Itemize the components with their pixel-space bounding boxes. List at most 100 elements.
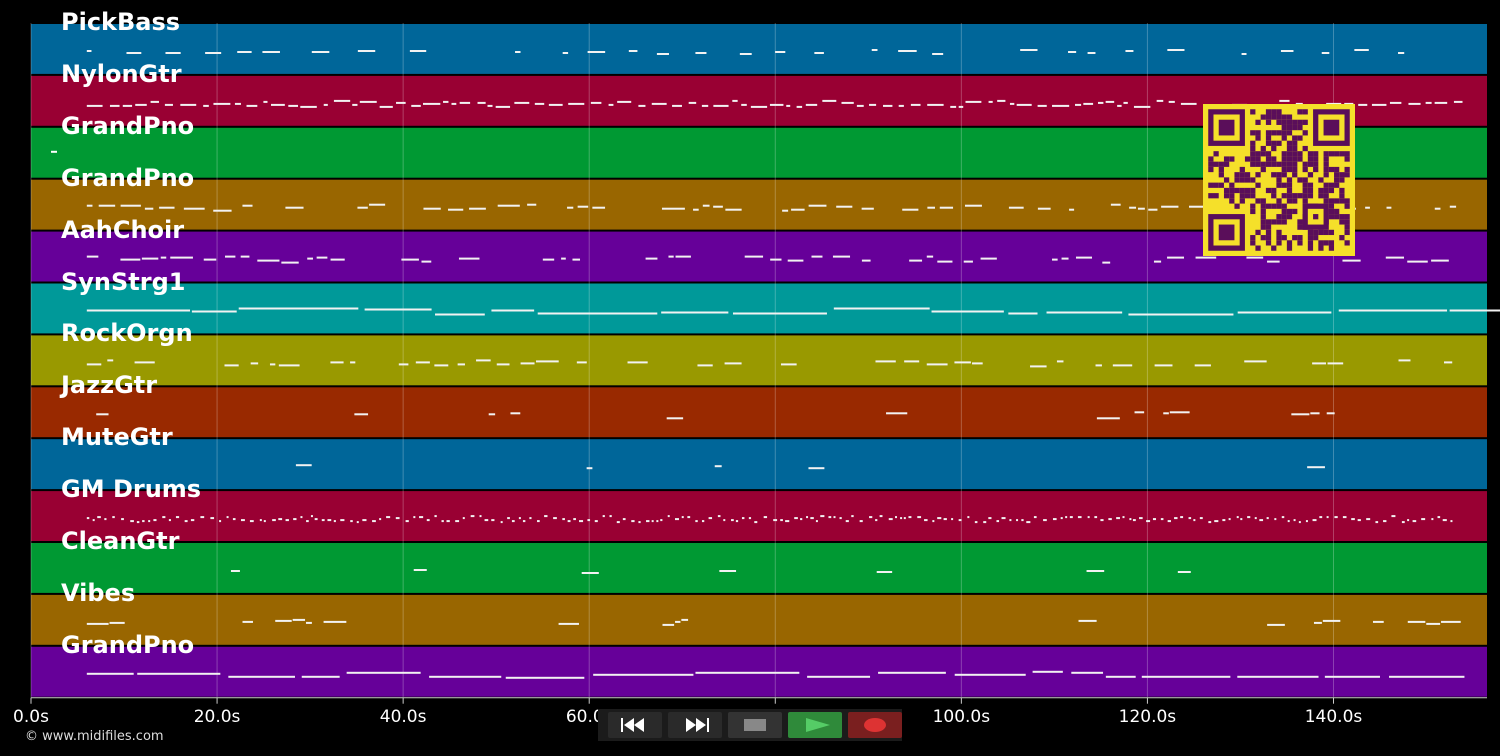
note — [372, 520, 376, 523]
note — [150, 100, 159, 103]
note — [459, 101, 471, 104]
note — [724, 362, 742, 365]
note — [364, 308, 432, 311]
note — [786, 104, 791, 107]
note — [278, 364, 300, 367]
note — [120, 258, 141, 261]
note — [333, 99, 351, 102]
note — [1281, 516, 1285, 519]
note — [1358, 103, 1368, 106]
note — [1228, 518, 1231, 521]
note — [305, 621, 312, 624]
play-button[interactable] — [788, 712, 842, 738]
note — [594, 520, 598, 523]
note — [845, 520, 849, 523]
note — [841, 101, 854, 104]
note — [904, 360, 920, 363]
note — [879, 515, 883, 518]
record-icon — [864, 718, 886, 732]
note — [491, 309, 535, 312]
note — [1102, 261, 1111, 264]
note — [1105, 675, 1136, 678]
tick-label: 100.0s — [932, 707, 991, 727]
note — [1267, 623, 1285, 626]
note — [1189, 205, 1204, 208]
note — [183, 207, 205, 210]
note — [1441, 620, 1461, 623]
note — [787, 259, 804, 262]
note — [511, 520, 515, 523]
note — [954, 361, 971, 364]
track-band — [31, 335, 1487, 386]
note — [1222, 519, 1226, 522]
note — [609, 515, 612, 518]
note — [395, 517, 400, 520]
note — [281, 261, 299, 264]
note — [617, 100, 632, 103]
note — [288, 104, 299, 107]
note — [300, 516, 303, 519]
note — [121, 518, 124, 521]
note — [1280, 50, 1294, 52]
note — [86, 255, 99, 258]
note — [717, 515, 721, 518]
note — [1188, 517, 1192, 520]
note — [675, 620, 681, 623]
note — [352, 103, 358, 106]
note — [836, 205, 853, 208]
note — [964, 204, 982, 207]
fast-forward-button[interactable] — [668, 712, 722, 738]
note — [1075, 103, 1082, 106]
note — [1008, 206, 1024, 209]
note — [1108, 518, 1112, 521]
note — [109, 621, 125, 624]
note — [917, 516, 922, 519]
note — [1342, 516, 1347, 519]
note — [455, 520, 460, 523]
note — [1016, 103, 1032, 106]
stop-button[interactable] — [728, 712, 782, 738]
note — [1293, 519, 1296, 522]
note — [86, 363, 102, 366]
note — [488, 413, 496, 416]
note — [681, 516, 684, 519]
note — [668, 255, 674, 258]
note — [1307, 466, 1325, 469]
note — [1431, 259, 1449, 262]
note — [763, 516, 768, 519]
note — [269, 363, 276, 366]
note — [548, 103, 563, 106]
track-label: MuteGtr — [61, 423, 173, 452]
note — [448, 208, 464, 211]
note — [497, 204, 520, 207]
note — [1450, 520, 1453, 523]
note — [1449, 309, 1500, 312]
note — [1398, 359, 1411, 362]
note — [477, 101, 486, 104]
note — [164, 103, 173, 106]
note — [350, 361, 356, 364]
note — [180, 103, 197, 106]
note — [701, 104, 709, 107]
note — [1148, 208, 1158, 211]
note — [1086, 570, 1105, 572]
note — [1105, 100, 1115, 103]
note — [1139, 517, 1143, 520]
note — [1298, 521, 1301, 524]
note — [1052, 518, 1057, 521]
note — [1310, 412, 1320, 415]
track-label: GM Drums — [61, 475, 202, 504]
note — [1077, 516, 1082, 519]
note — [714, 465, 722, 468]
note — [811, 255, 823, 258]
note — [1052, 104, 1070, 107]
note — [1241, 53, 1247, 55]
note — [1398, 52, 1405, 54]
note — [1199, 517, 1203, 520]
note — [980, 257, 997, 260]
note — [423, 207, 441, 210]
record-button[interactable] — [848, 712, 902, 738]
note — [1043, 519, 1047, 522]
qr-pattern — [1203, 104, 1355, 256]
rewind-button[interactable] — [608, 712, 662, 738]
